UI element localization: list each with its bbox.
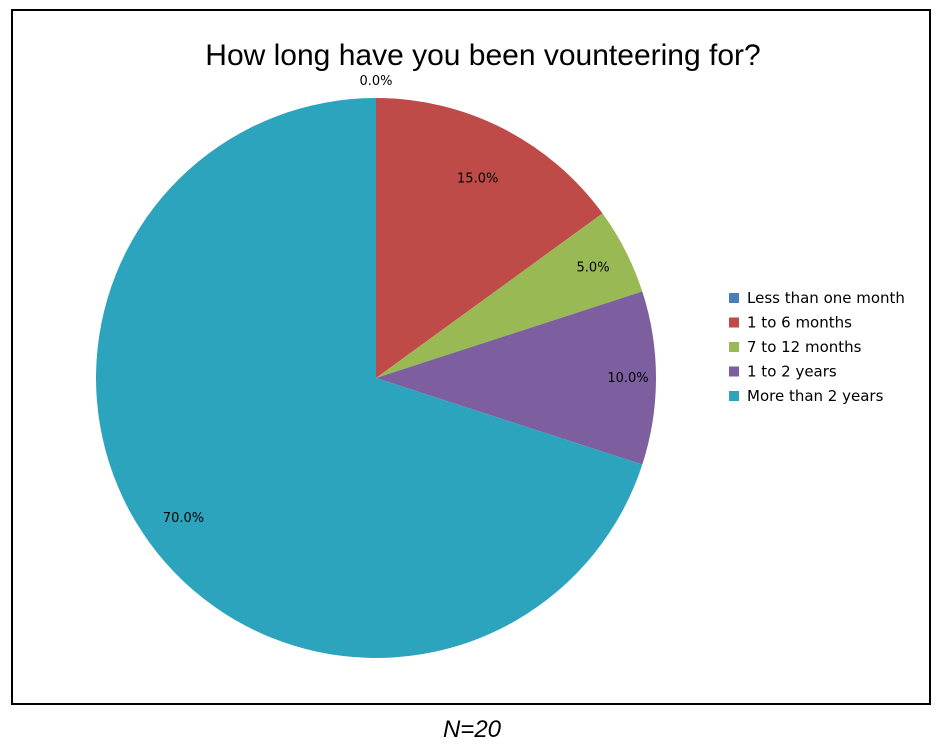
- pie-slices: [95, 98, 656, 658]
- legend-label-7-to-12-months: 7 to 12 months: [747, 338, 862, 356]
- data-label-7-to-12-months: 5.0%: [577, 260, 610, 275]
- legend-swatch-7-to-12-months: [729, 342, 739, 352]
- sample-size-note: N=20: [442, 716, 502, 743]
- legend-swatch-1-to-6-months: [729, 317, 739, 328]
- pie-slice-more-than-2-years: [95, 98, 643, 658]
- data-label-more-than-2-years: 70.0%: [163, 511, 204, 526]
- data-label-less-than-one-month: 0.0%: [359, 74, 392, 89]
- chart-legend: Less than one month 1 to 6 months 7 to 12 …: [729, 289, 905, 405]
- pie-data-labels: 0.0% 15.0% 5.0% 10.0% 70.0%: [163, 74, 649, 526]
- legend-label-less-than-one-month: Less than one month: [747, 289, 905, 307]
- legend-swatch-1-to-2-years: [729, 366, 739, 377]
- pie-slice-1-to-6-months: [376, 98, 603, 378]
- legend-label-1-to-2-years: 1 to 2 years: [747, 363, 837, 381]
- legend-swatch-more-than-2-years: [729, 391, 739, 401]
- legend-label-1-to-6-months: 1 to 6 months: [747, 314, 852, 332]
- pie-slice-1-to-2-years: [376, 291, 656, 465]
- chart-title: How long have you been vounteering for?: [205, 39, 760, 72]
- pie-slice-7-to-12-months: [376, 213, 643, 378]
- data-label-1-to-2-years: 10.0%: [607, 371, 648, 386]
- legend-label-more-than-2-years: More than 2 years: [747, 387, 884, 405]
- pie-chart: How long have you been vounteering for? …: [95, 39, 905, 658]
- data-label-1-to-6-months: 15.0%: [457, 171, 498, 186]
- legend-swatch-less-than-one-month: [729, 293, 739, 303]
